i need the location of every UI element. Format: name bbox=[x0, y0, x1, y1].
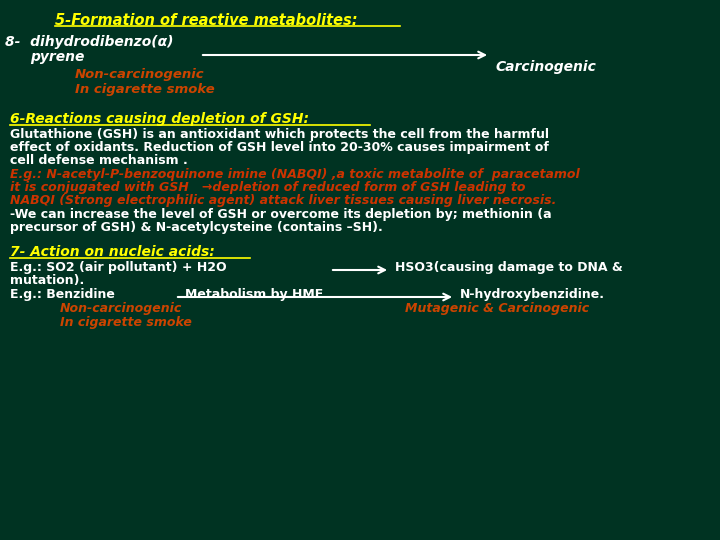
Text: HSO3(causing damage to DNA &: HSO3(causing damage to DNA & bbox=[395, 261, 623, 274]
Text: E.g.: SO2 (air pollutant) + H2O: E.g.: SO2 (air pollutant) + H2O bbox=[10, 261, 227, 274]
Text: NABQI (Strong electrophilic agent) attack liver tissues causing liver necrosis.: NABQI (Strong electrophilic agent) attac… bbox=[10, 194, 557, 207]
Text: N-hydroxybenzidine.: N-hydroxybenzidine. bbox=[460, 288, 605, 301]
Text: E.g.: N-acetyl-P-benzoquinone imine (NABQI) ,a toxic metabolite of  paracetamol: E.g.: N-acetyl-P-benzoquinone imine (NAB… bbox=[10, 168, 580, 181]
Text: effect of oxidants. Reduction of GSH level into 20-30% causes impairment of: effect of oxidants. Reduction of GSH lev… bbox=[10, 141, 549, 154]
Text: In cigarette smoke: In cigarette smoke bbox=[60, 316, 192, 329]
Text: Metabolism by HME: Metabolism by HME bbox=[185, 288, 323, 301]
Text: precursor of GSH) & N-acetylcysteine (contains –SH).: precursor of GSH) & N-acetylcysteine (co… bbox=[10, 221, 383, 234]
Text: pyrene: pyrene bbox=[30, 50, 84, 64]
Text: Non-carcinogenic: Non-carcinogenic bbox=[75, 68, 204, 81]
Text: 5-Formation of reactive metabolites:: 5-Formation of reactive metabolites: bbox=[55, 13, 358, 28]
Text: cell defense mechanism .: cell defense mechanism . bbox=[10, 154, 188, 167]
Text: 8-  dihydrodibenzo(α): 8- dihydrodibenzo(α) bbox=[5, 35, 174, 49]
Text: E.g.: Benzidine: E.g.: Benzidine bbox=[10, 288, 115, 301]
Text: Glutathione (GSH) is an antioxidant which protects the cell from the harmful: Glutathione (GSH) is an antioxidant whic… bbox=[10, 128, 549, 141]
Text: In cigarette smoke: In cigarette smoke bbox=[75, 83, 215, 96]
Text: mutation).: mutation). bbox=[10, 274, 84, 287]
Text: 6-Reactions causing depletion of GSH:: 6-Reactions causing depletion of GSH: bbox=[10, 112, 309, 126]
Text: it is conjugated with GSH   →depletion of reduced form of GSH leading to: it is conjugated with GSH →depletion of … bbox=[10, 181, 526, 194]
Text: Carcinogenic: Carcinogenic bbox=[495, 60, 596, 74]
Text: Mutagenic & Carcinogenic: Mutagenic & Carcinogenic bbox=[405, 302, 589, 315]
Text: 7- Action on nucleic acids:: 7- Action on nucleic acids: bbox=[10, 245, 215, 259]
Text: -We can increase the level of GSH or overcome its depletion by; methionin (a: -We can increase the level of GSH or ove… bbox=[10, 208, 552, 221]
Text: Non-carcinogenic: Non-carcinogenic bbox=[60, 302, 182, 315]
